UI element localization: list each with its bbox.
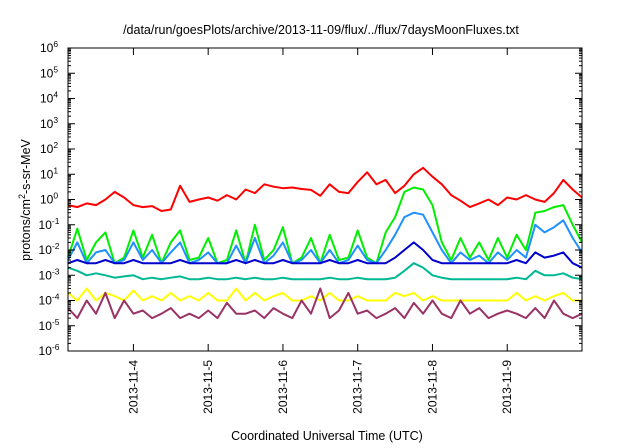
y-tick-base: 10 <box>40 41 54 55</box>
chart-title: /data/run/goesPlots/archive/2013-11-09/f… <box>123 23 519 37</box>
x-tick-label: 2013-11-5 <box>201 360 215 414</box>
y-tick-base: 10 <box>39 294 53 308</box>
series-line-0 <box>67 166 583 212</box>
y-tick-base: 10 <box>39 268 53 282</box>
y-tick-exp: 2 <box>53 140 58 150</box>
y-tick-base: 10 <box>40 66 54 80</box>
x-tick-label: 2013-11-9 <box>500 360 514 414</box>
series-layer <box>67 166 583 320</box>
plot-frame <box>67 47 583 352</box>
y-tick-label: 10-6 <box>39 342 60 358</box>
series-line-2 <box>67 211 583 265</box>
series-line-4 <box>67 262 583 281</box>
y-tick-label: 106 <box>40 39 58 55</box>
y-tick-exp: -4 <box>52 292 60 302</box>
y-tick-exp: -5 <box>52 317 60 327</box>
x-tick-label: 2013-11-6 <box>276 360 290 414</box>
y-tick-base: 10 <box>39 218 53 232</box>
y-tick-label: 100 <box>40 191 58 207</box>
x-tick-label: 2013-11-7 <box>351 360 365 414</box>
y-tick-base: 10 <box>40 117 54 131</box>
y-tick-exp: 0 <box>53 191 58 201</box>
y-tick-label: 10-4 <box>39 292 60 308</box>
x-tick-label: 2013-11-8 <box>426 360 440 414</box>
y-axis-label-sup: 2 <box>17 194 27 199</box>
y-tick-base: 10 <box>40 92 54 106</box>
y-tick-base: 10 <box>40 193 54 207</box>
y-axis-label: protons/cm2-s-sr-MeV <box>17 138 33 260</box>
y-tick-label: 10-5 <box>39 317 60 333</box>
series-line-5 <box>67 287 582 302</box>
y-tick-label: 104 <box>40 90 58 106</box>
y-tick-exp: 4 <box>53 90 58 100</box>
y-tick-exp: 6 <box>53 39 58 49</box>
y-tick-exp: -2 <box>52 241 60 251</box>
y-tick-label: 103 <box>40 115 58 131</box>
y-tick-label: 105 <box>40 64 58 80</box>
y-tick-label: 102 <box>40 140 58 156</box>
y-tick-exp: 1 <box>53 165 58 175</box>
y-tick-exp: 5 <box>53 64 58 74</box>
y-tick-exp: -3 <box>52 266 60 276</box>
y-axis-label-part1: protons/cm <box>19 199 33 261</box>
series-line-3 <box>67 241 583 269</box>
series-line-6 <box>67 287 583 320</box>
y-tick-label: 101 <box>40 165 58 181</box>
x-axis-label: Coordinated Universal Time (UTC) <box>231 429 423 443</box>
y-tick-exp: -1 <box>52 216 60 226</box>
y-tick-base: 10 <box>40 142 54 156</box>
y-tick-label: 10-2 <box>39 241 60 257</box>
series-line-1 <box>67 186 583 265</box>
y-tick-label: 10-3 <box>39 266 60 282</box>
x-ticks: 2013-11-4 2013-11-5 2013-11-6 2013-11-7 2013… <box>126 48 514 414</box>
y-axis-label-part2: -s-sr-MeV <box>19 138 33 194</box>
y-tick-exp: -6 <box>52 342 60 352</box>
y-tick-base: 10 <box>39 319 53 333</box>
y-tick-base: 10 <box>40 167 54 181</box>
y-ticks: 10-610-510-410-310-210-11001011021031041… <box>39 39 582 358</box>
x-tick-label: 2013-11-4 <box>126 360 140 414</box>
y-tick-label: 10-1 <box>39 216 60 232</box>
y-tick-base: 10 <box>39 243 53 257</box>
y-tick-exp: 3 <box>53 115 58 125</box>
y-tick-base: 10 <box>39 344 53 358</box>
